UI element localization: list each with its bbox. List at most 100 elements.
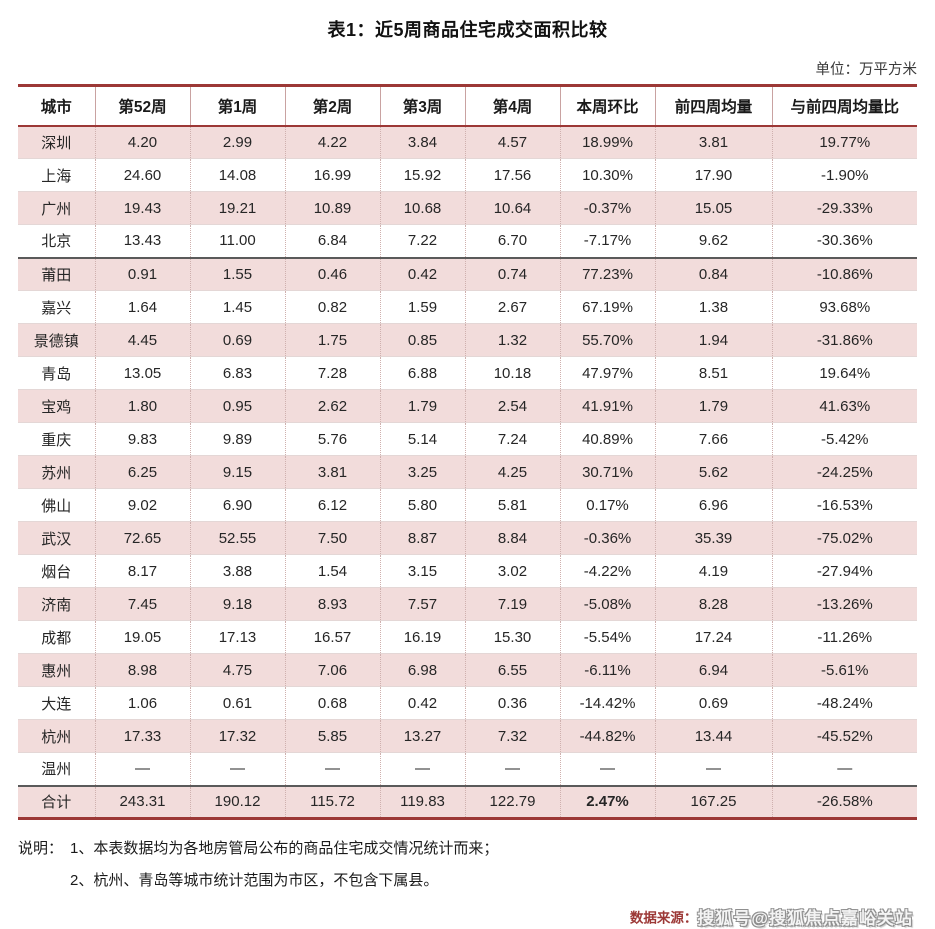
table-cell: 67.19% [559,290,655,324]
table-cell: -29.33% [771,191,917,225]
table-cell: 莆田 [18,257,95,291]
table-cell: 8.84 [464,521,560,555]
table-row: 大连 1.06 0.61 0.68 0.42 0.36 -14.42% 0.69 -48.24% [18,686,917,720]
table-cell: 苏州 [18,455,95,489]
table-cell: 0.95 [189,389,285,423]
table-cell: 13.43 [94,224,190,259]
table-row: 武汉 72.65 52.55 7.50 8.87 8.84 -0.36% 35.39 -75.0… [18,521,917,555]
table-cell: 17.90 [654,158,772,192]
table-cell: — [464,752,560,786]
table-cell: 宝鸡 [18,389,95,423]
table-cell: -31.86% [771,323,917,357]
table-cell: 2.54 [464,389,560,423]
table-cell: 1.54 [284,554,380,588]
table-cell: -5.08% [559,587,655,621]
table-cell: -27.94% [771,554,917,588]
table-cell: 6.94 [654,653,772,687]
table-cell: 17.24 [654,620,772,654]
table-row: 上海 24.60 14.08 16.99 15.92 17.56 10.30% 17.90 -1… [18,158,917,192]
table-cell: 合计 [18,784,95,819]
table-cell: 35.39 [654,521,772,555]
table-cell: 6.88 [379,356,465,390]
table-cell: 41.63% [771,389,917,423]
table-cell: 15.05 [654,191,772,225]
table-cell: -0.36% [559,521,655,555]
table-cell: 大连 [18,686,95,720]
watermark-text: 搜狐号@搜狐焦点嘉峪关站 [697,909,913,928]
table-cell: 4.57 [464,125,560,159]
table-cell: 温州 [18,752,95,786]
table-cell: 0.85 [379,323,465,357]
table-cell: 0.82 [284,290,380,324]
table-cell: 3.81 [284,455,380,489]
table-body: 深圳 4.20 2.99 4.22 3.84 4.57 18.99% 3.81 19.77% 上海… [18,125,917,819]
table-cell: 深圳 [18,125,95,159]
table-cell: 杭州 [18,719,95,753]
table-row: 佛山 9.02 6.90 6.12 5.80 5.81 0.17% 6.96 -16.53% [18,488,917,522]
table-row: 济南 7.45 9.18 8.93 7.57 7.19 -5.08% 8.28 -13.26% [18,587,917,621]
table-row: 青岛 13.05 6.83 7.28 6.88 10.18 47.97% 8.51 19.64% [18,356,917,390]
table-cell: 4.75 [189,653,285,687]
table-cell: 14.08 [189,158,285,192]
data-source: 数据来源：搜狐号@搜狐焦点嘉峪关站 [18,904,917,929]
table-cell: 0.69 [189,323,285,357]
table-cell: 115.72 [284,784,380,819]
header-row: 城市 第52周 第1周 第2周 第3周 第4周 本周环比 前四周均量 与前四周均量比 [18,85,917,127]
table-cell: 1.79 [379,389,465,423]
table-cell: 3.88 [189,554,285,588]
table-cell: 30.71% [559,455,655,489]
notes-indent [18,865,70,897]
table-cell: 17.33 [94,719,190,753]
table-cell: -45.52% [771,719,917,753]
table-cell: 11.00 [189,224,285,259]
table-cell: 4.22 [284,125,380,159]
table-cell: 青岛 [18,356,95,390]
table-cell: 惠州 [18,653,95,687]
table-cell: 7.28 [284,356,380,390]
table-cell: — [189,752,285,786]
table-cell: 3.02 [464,554,560,588]
table-cell: 16.57 [284,620,380,654]
table-cell: 9.18 [189,587,285,621]
table-cell: 1.79 [654,389,772,423]
table-cell: 上海 [18,158,95,192]
table-cell: 重庆 [18,422,95,456]
table-cell: — [559,752,655,786]
table-cell: 13.05 [94,356,190,390]
table-cell: 18.99% [559,125,655,159]
table-cell: 13.27 [379,719,465,753]
table-row: 杭州 17.33 17.32 5.85 13.27 7.32 -44.82% 13.44 -45… [18,719,917,753]
column-header: 前四周均量 [654,85,772,127]
table-cell: 景德镇 [18,323,95,357]
table-cell: 0.69 [654,686,772,720]
table-cell: 55.70% [559,323,655,357]
table-cell: 0.61 [189,686,285,720]
table-cell: 武汉 [18,521,95,555]
table-row: 苏州 6.25 9.15 3.81 3.25 4.25 30.71% 5.62 -24.25% [18,455,917,489]
table-cell: 2.67 [464,290,560,324]
table-cell: -0.37% [559,191,655,225]
table-cell: 10.30% [559,158,655,192]
table-row: 嘉兴 1.64 1.45 0.82 1.59 2.67 67.19% 1.38 93.68% [18,290,917,324]
table-cell: 10.18 [464,356,560,390]
table-cell: 19.43 [94,191,190,225]
table-cell: 7.06 [284,653,380,687]
table-row: 惠州 8.98 4.75 7.06 6.98 6.55 -6.11% 6.94 -5.61% [18,653,917,687]
table-cell: 佛山 [18,488,95,522]
table-cell: 8.98 [94,653,190,687]
table-cell: -7.17% [559,224,655,259]
table-cell: 0.74 [464,257,560,291]
table-header: 城市 第52周 第1周 第2周 第3周 第4周 本周环比 前四周均量 与前四周均量比 [18,85,917,127]
table-cell: — [94,752,190,786]
table-cell: -30.36% [771,224,917,259]
table-cell: 成都 [18,620,95,654]
note-line-2: 2、杭州、青岛等城市统计范围为市区，不包含下属县。 [18,865,917,897]
table-cell: 8.28 [654,587,772,621]
table-cell: 1.80 [94,389,190,423]
table-cell: 5.80 [379,488,465,522]
unit-label: 单位：万平方米 [815,62,918,78]
table-cell: 6.90 [189,488,285,522]
table-cell: 嘉兴 [18,290,95,324]
table-cell: 5.62 [654,455,772,489]
